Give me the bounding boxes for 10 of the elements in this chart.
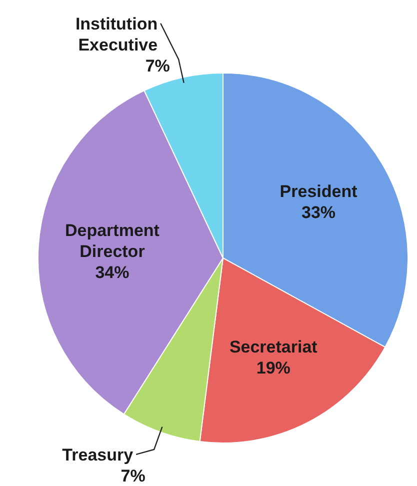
- data-label: 7%: [145, 56, 170, 75]
- data-label: 7%: [120, 466, 146, 485]
- data-label: 34%: [95, 262, 130, 282]
- slice-label: Institution Executive: [75, 14, 158, 54]
- slice-label: Treasury: [62, 444, 134, 464]
- data-label: 19%: [256, 358, 290, 377]
- slice-label: President: [280, 181, 358, 200]
- slice-label: Department Director: [64, 220, 160, 261]
- slice-label: Secretariat: [229, 336, 318, 356]
- data-label: 33%: [302, 202, 336, 222]
